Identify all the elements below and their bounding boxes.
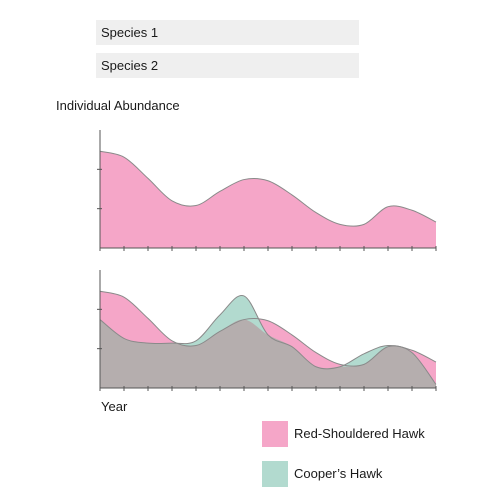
- species-1-label: Species 1: [101, 25, 159, 40]
- line-red-shouldered-hawk-panel-1: [99, 150, 437, 227]
- x-axis-label: Year: [101, 399, 128, 414]
- y-axis-label: Individual Abundance: [56, 98, 180, 113]
- legend-swatch-red-shouldered-hawk: [262, 421, 288, 447]
- legend-swatch-coopers-hawk: [262, 461, 288, 487]
- legend-label-red-shouldered-hawk: Red-Shouldered Hawk: [294, 426, 425, 441]
- species-1-selector[interactable]: Species 1: [96, 20, 359, 45]
- area-red-shouldered-hawk-panel-1: [100, 151, 436, 248]
- species-2-label: Species 2: [101, 58, 159, 73]
- legend-label-coopers-hawk: Cooper’s Hawk: [294, 466, 383, 481]
- overlap-area-panel-2: [100, 319, 436, 388]
- line-cooper-s-hawk-panel-2: [99, 295, 437, 385]
- species-2-selector[interactable]: Species 2: [96, 53, 359, 78]
- line-red-shouldered-hawk-panel-2: [99, 290, 437, 367]
